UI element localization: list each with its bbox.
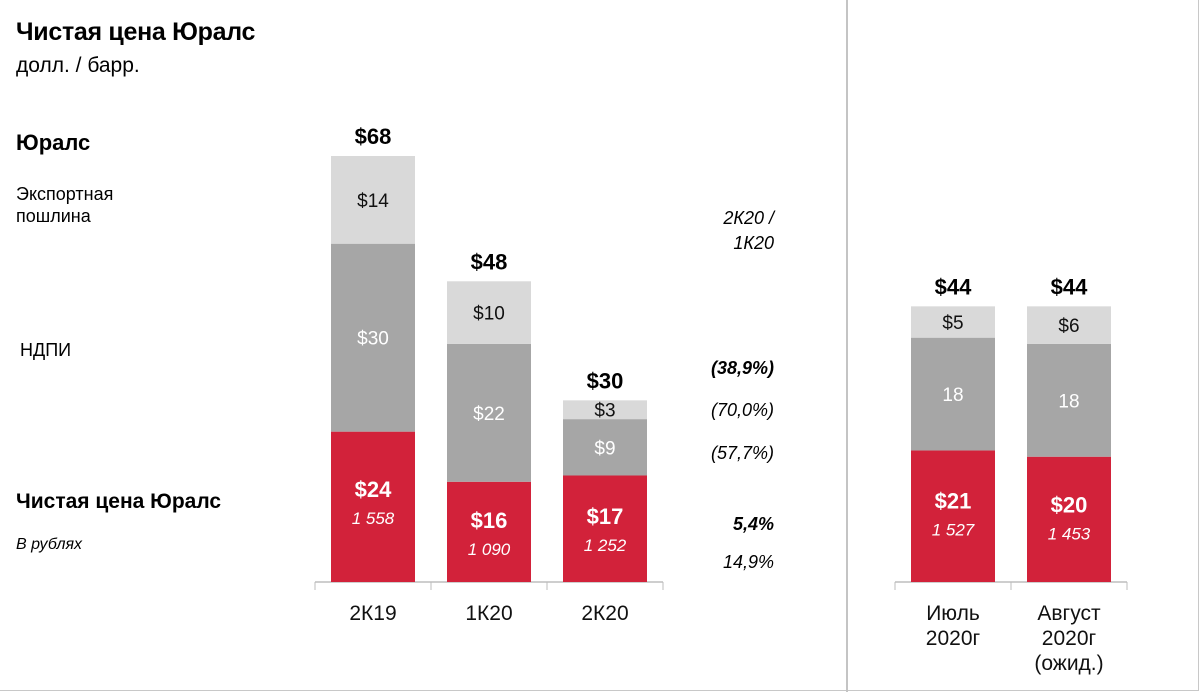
data-label-net-price: $24 bbox=[355, 477, 392, 502]
data-label-total: $48 bbox=[471, 249, 508, 274]
row-label-ndpi: НДПИ bbox=[20, 340, 72, 360]
bar-segment-net-price bbox=[563, 475, 647, 582]
data-label-total: $30 bbox=[587, 368, 624, 393]
data-label-export-duty: $14 bbox=[357, 191, 389, 212]
bar-segment-net-price bbox=[1027, 456, 1111, 582]
data-label-ndpi: 18 bbox=[942, 385, 963, 406]
x-tick-label: (ожид.) bbox=[1034, 652, 1103, 675]
data-label-net-price: $16 bbox=[471, 508, 508, 533]
x-tick-label: 1К20 bbox=[465, 602, 512, 625]
change-ndpi: (57,7%) bbox=[710, 443, 774, 463]
data-label-net-price: $21 bbox=[935, 488, 972, 513]
change-header-line1: 2К20 / bbox=[723, 208, 774, 228]
data-label-total: $68 bbox=[355, 124, 392, 149]
row-label-rubles: В рублях bbox=[16, 536, 83, 553]
data-label-rubles: 1 527 bbox=[932, 520, 975, 539]
bar-segment-ndpi bbox=[911, 337, 995, 451]
data-label-ndpi: 18 bbox=[1058, 391, 1079, 412]
data-label-rubles: 1 453 bbox=[1048, 524, 1091, 543]
data-label-export-duty: $6 bbox=[1058, 316, 1079, 337]
row-label-export-duty: Экспортная пошлина bbox=[16, 184, 114, 226]
bar-segment-net-price bbox=[331, 431, 415, 582]
change-export-duty: (70,0%) bbox=[710, 400, 774, 420]
change-net-price: 5,4% bbox=[732, 514, 774, 534]
bar-segment-ndpi bbox=[331, 243, 415, 432]
data-label-export-duty: $3 bbox=[594, 401, 615, 422]
bar-segment-export-duty bbox=[563, 400, 647, 420]
data-label-rubles: 1 090 bbox=[468, 540, 511, 559]
bar-segment-export-duty bbox=[447, 281, 531, 344]
bar-segment-export-duty bbox=[331, 156, 415, 244]
data-label-rubles: 1 558 bbox=[352, 509, 395, 528]
x-tick-label: Август bbox=[1037, 602, 1101, 625]
row-label-urals: Юралс bbox=[16, 130, 91, 155]
bar-segment-net-price bbox=[911, 450, 995, 582]
bar-segment-export-duty bbox=[1027, 306, 1111, 344]
bar-segment-ndpi bbox=[1027, 343, 1111, 457]
data-label-net-price: $20 bbox=[1051, 492, 1088, 517]
data-label-total: $44 bbox=[935, 274, 972, 299]
x-tick-label: 2020г bbox=[926, 627, 981, 650]
x-tick-label: 2020г bbox=[1042, 627, 1097, 650]
bar-segment-ndpi bbox=[447, 343, 531, 482]
panel-divider bbox=[846, 0, 848, 692]
x-tick-label: 2К19 bbox=[349, 602, 396, 625]
change-rubles: 14,9% bbox=[722, 552, 774, 572]
change-header: 2К20 / 1К20 bbox=[723, 206, 774, 256]
x-tick-label: 2К20 bbox=[581, 602, 628, 625]
data-label-net-price: $17 bbox=[587, 504, 624, 529]
data-label-ndpi: $30 bbox=[357, 329, 389, 350]
bar-segment-net-price bbox=[447, 481, 531, 582]
chart-title: Чистая цена Юралс bbox=[16, 18, 256, 46]
bar-segment-ndpi bbox=[563, 419, 647, 476]
data-label-ndpi: $22 bbox=[473, 404, 505, 425]
data-label-rubles: 1 252 bbox=[584, 536, 627, 555]
data-label-export-duty: $10 bbox=[473, 304, 505, 325]
data-label-total: $44 bbox=[1051, 274, 1088, 299]
change-urals: (38,9%) bbox=[710, 358, 774, 378]
bar-segment-export-duty bbox=[911, 306, 995, 338]
x-tick-label: Июль bbox=[926, 602, 980, 625]
data-label-ndpi: $9 bbox=[594, 438, 615, 459]
row-label-net-price: Чистая цена Юралс bbox=[16, 490, 222, 513]
data-label-export-duty: $5 bbox=[942, 313, 963, 334]
change-header-line2: 1К20 bbox=[733, 233, 774, 253]
chart-subtitle: долл. / барр. bbox=[16, 54, 140, 77]
